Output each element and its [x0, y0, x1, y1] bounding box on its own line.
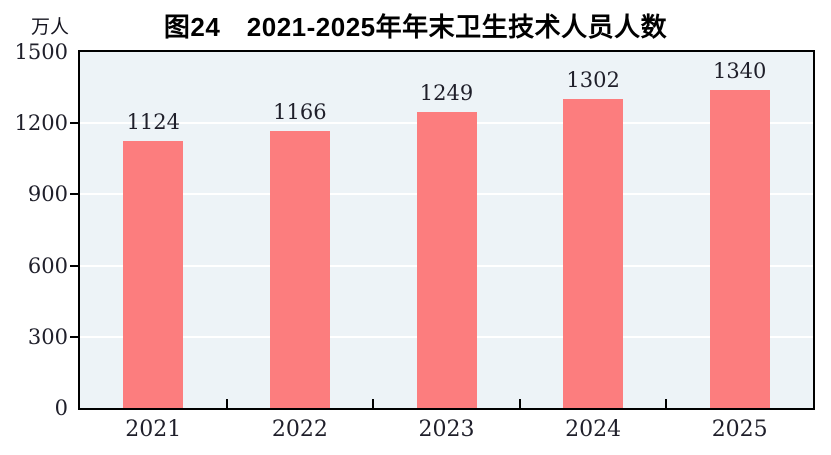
x-tick-label-2022: 2022: [271, 417, 328, 442]
y-tick-label-1200: 1200: [14, 111, 68, 136]
x-tick-label-2021: 2021: [125, 417, 182, 442]
x-tick-label-2024: 2024: [565, 417, 622, 442]
x-axis-tick: [225, 399, 228, 408]
value-label-2022: 1166: [273, 100, 327, 125]
y-tick-label-0: 0: [54, 396, 68, 420]
x-axis-tick: [665, 399, 668, 408]
y-axis-tick: [70, 264, 78, 267]
bar-2021: [123, 141, 184, 408]
value-label-2021: 1124: [126, 110, 181, 135]
y-tick-label-900: 900: [27, 182, 68, 207]
bar-2022: [269, 131, 330, 408]
bar-2024: [563, 99, 624, 408]
value-label-2025: 1340: [712, 58, 767, 83]
y-tick-label-300: 300: [27, 324, 68, 349]
x-tick-label-2023: 2023: [418, 417, 475, 442]
x-axis-tick: [518, 399, 521, 408]
plot-area: 1124 1166 1249 1302 1340: [78, 50, 815, 410]
x-tick-label-2025: 2025: [711, 417, 768, 442]
y-tick-label-600: 600: [27, 253, 68, 278]
y-tick-label-1500: 1500: [14, 40, 68, 64]
y-axis-unit-label: 万人: [31, 17, 70, 38]
y-axis-tick: [70, 193, 78, 196]
bar-2023: [416, 111, 477, 408]
bar-2025: [709, 89, 770, 408]
value-label-2023: 1249: [419, 80, 474, 105]
x-axis-tick: [372, 399, 375, 408]
y-axis-tick: [70, 122, 78, 125]
value-label-2024: 1302: [566, 67, 620, 92]
chart-title: 图24 2021-2025年年末卫生技术人员人数: [163, 12, 668, 42]
y-axis-tick: [70, 335, 78, 338]
